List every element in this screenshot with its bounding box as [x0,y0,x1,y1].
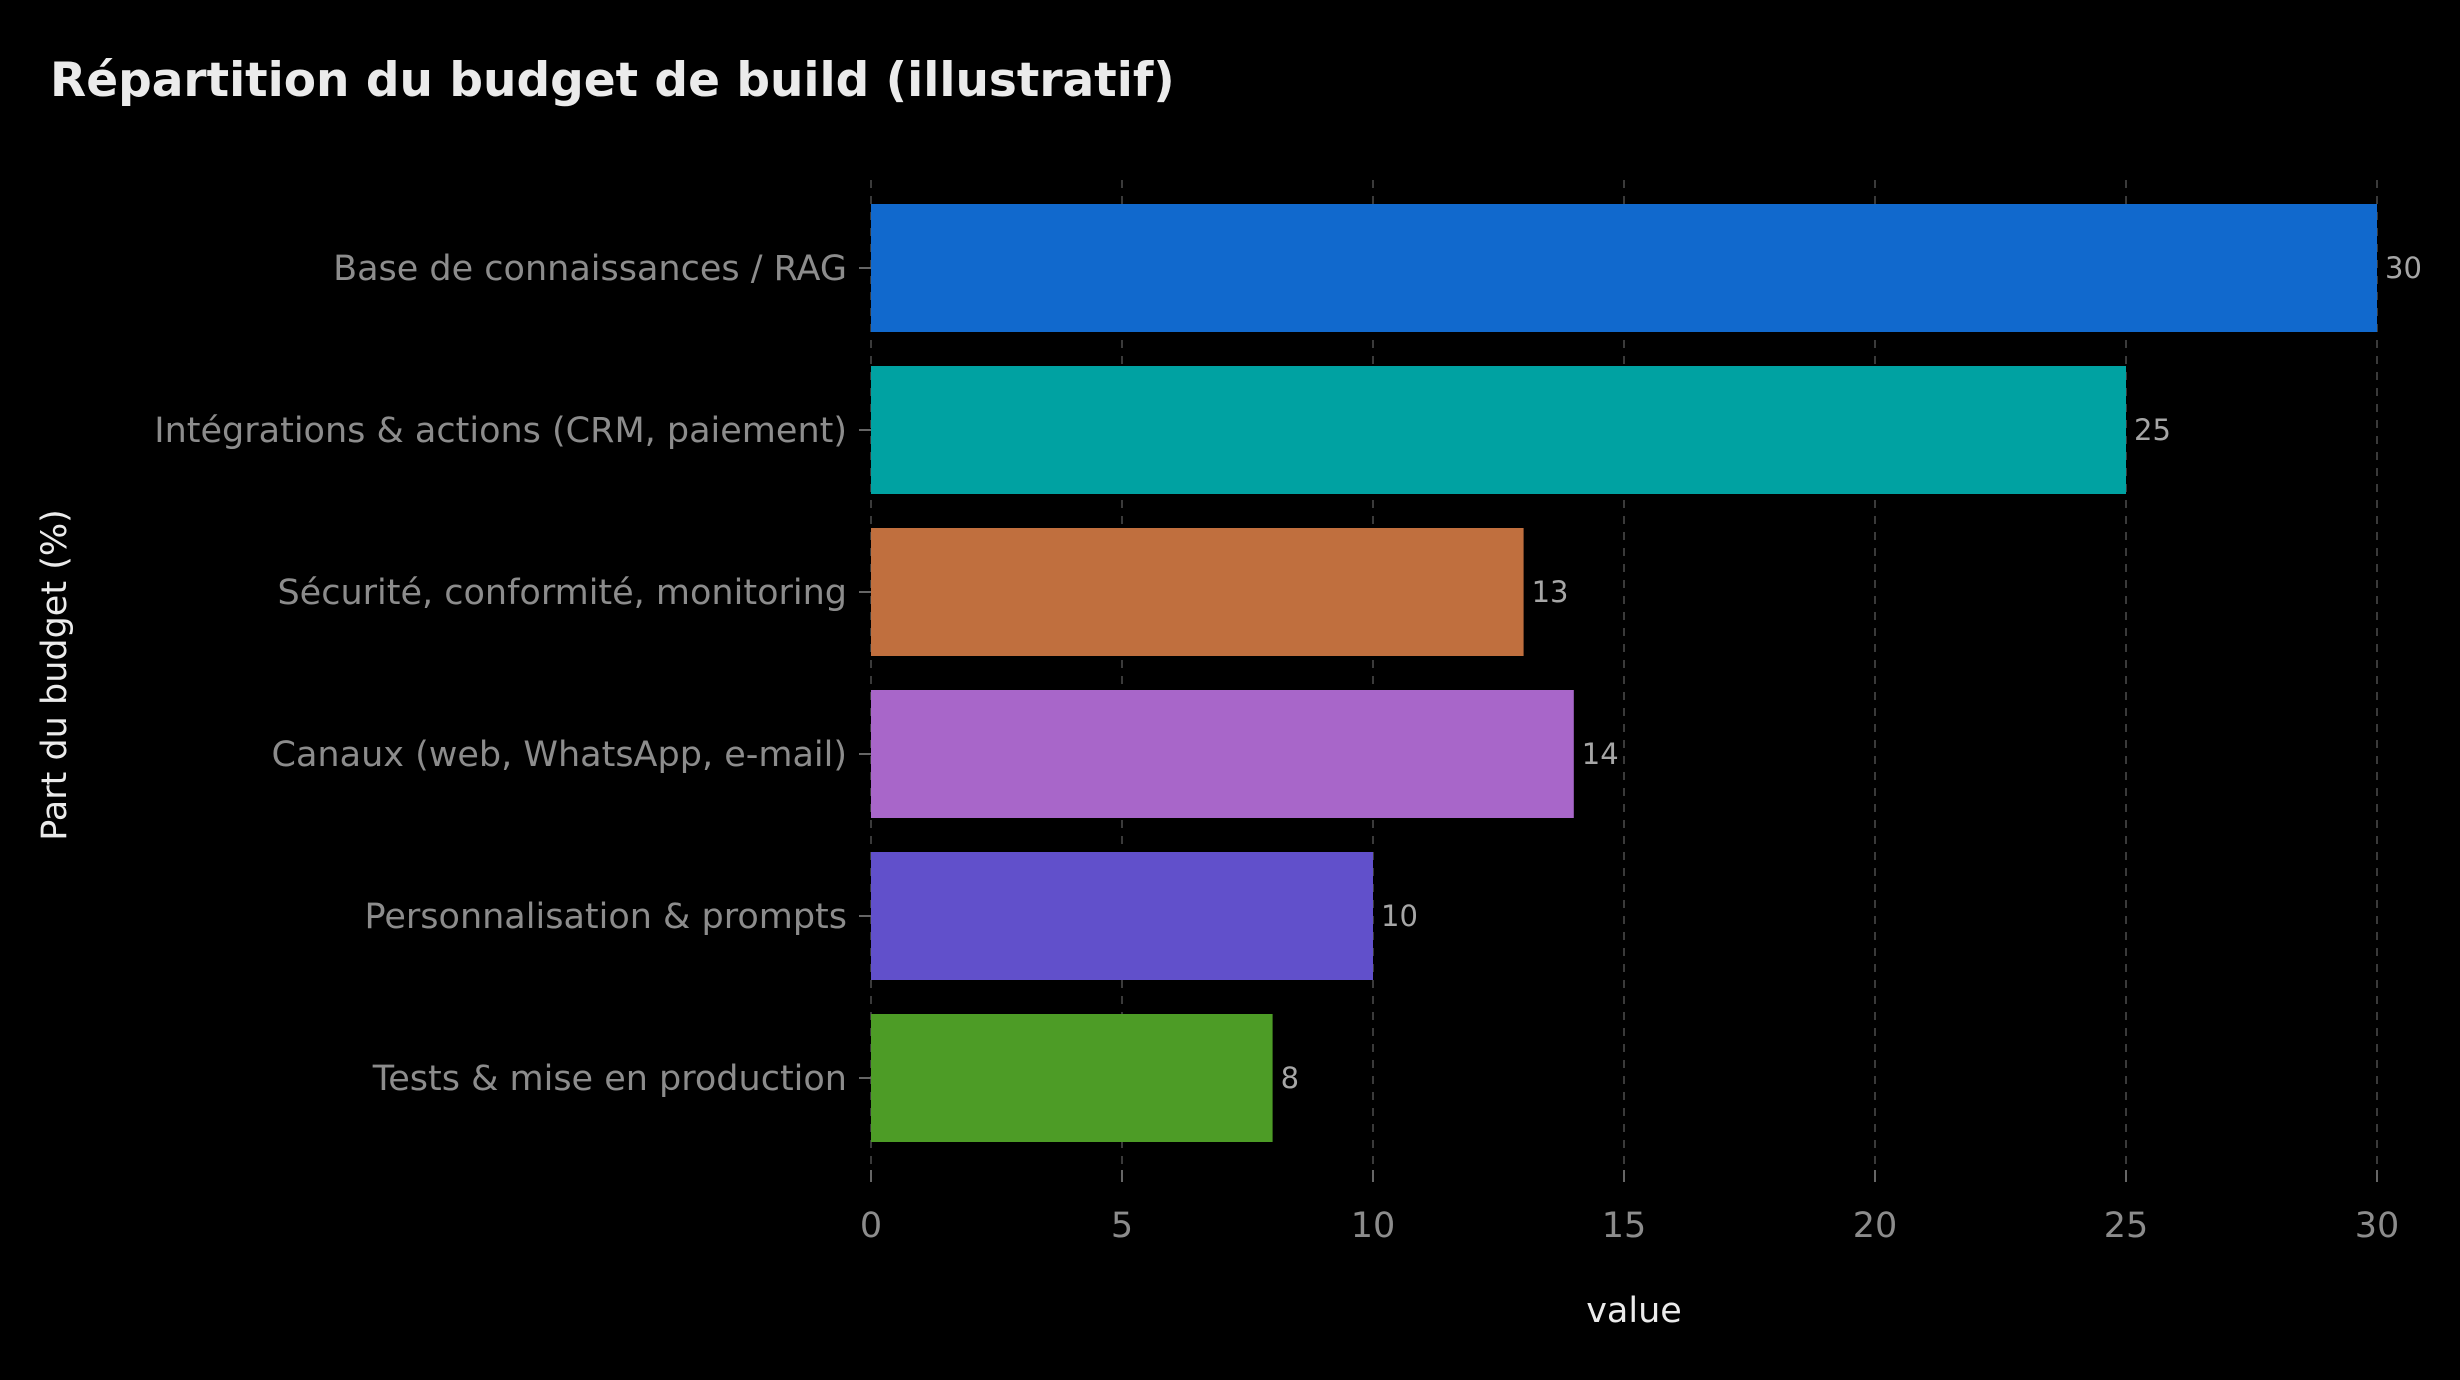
category-label: Canaux (web, WhatsApp, e-mail) [272,735,847,775]
value-label: 25 [2134,413,2171,447]
x-tick-label: 10 [1351,1206,1396,1246]
category-label: Tests & mise en production [372,1059,847,1099]
category-label: Intégrations & actions (CRM, paiement) [154,411,847,451]
chart-title: Répartition du budget de build (illustra… [50,53,1175,108]
bar [871,690,1574,818]
x-tick-label: 30 [2355,1206,2400,1246]
bar [871,528,1524,656]
value-labels: 30 25 13 14 10 8 [1281,251,2422,1095]
value-label: 8 [1281,1061,1299,1095]
x-tick-label: 15 [1602,1206,1647,1246]
value-label: 10 [1381,899,1418,933]
x-tick-label: 20 [1853,1206,1898,1246]
x-tick-label: 25 [2104,1206,2149,1246]
gridlines [870,180,2378,1170]
bars [871,204,2377,1142]
x-tick-label: 5 [1111,1206,1133,1246]
y-axis-title: Part du budget (%) [35,509,75,841]
bar [871,204,2377,332]
category-labels: Base de connaissances / RAG Intégrations … [154,249,871,1099]
x-tick-label: 0 [860,1206,882,1246]
category-label: Personnalisation & prompts [365,897,847,937]
bar [871,1014,1273,1142]
x-axis-ticks: 0 5 10 15 20 25 30 [860,1170,2399,1246]
category-label: Base de connaissances / RAG [333,249,847,289]
category-label: Sécurité, conformité, monitoring [277,573,847,613]
value-label: 13 [1532,575,1569,609]
bar [871,366,2126,494]
bar [871,852,1373,980]
x-axis-title: value [1586,1291,1682,1331]
value-label: 14 [1582,737,1619,771]
value-label: 30 [2385,251,2422,285]
